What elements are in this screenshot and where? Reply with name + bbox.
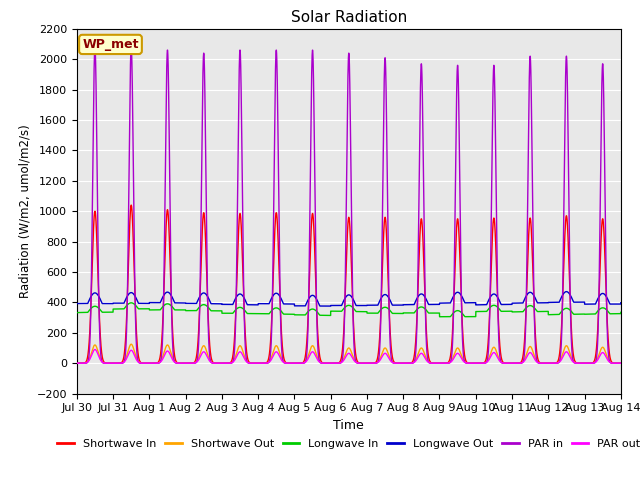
Title: Solar Radiation: Solar Radiation [291,10,407,25]
Text: WP_met: WP_met [82,38,139,51]
Legend: Shortwave In, Shortwave Out, Longwave In, Longwave Out, PAR in, PAR out: Shortwave In, Shortwave Out, Longwave In… [52,435,640,454]
X-axis label: Time: Time [333,419,364,432]
Y-axis label: Radiation (W/m2, umol/m2/s): Radiation (W/m2, umol/m2/s) [18,124,31,298]
